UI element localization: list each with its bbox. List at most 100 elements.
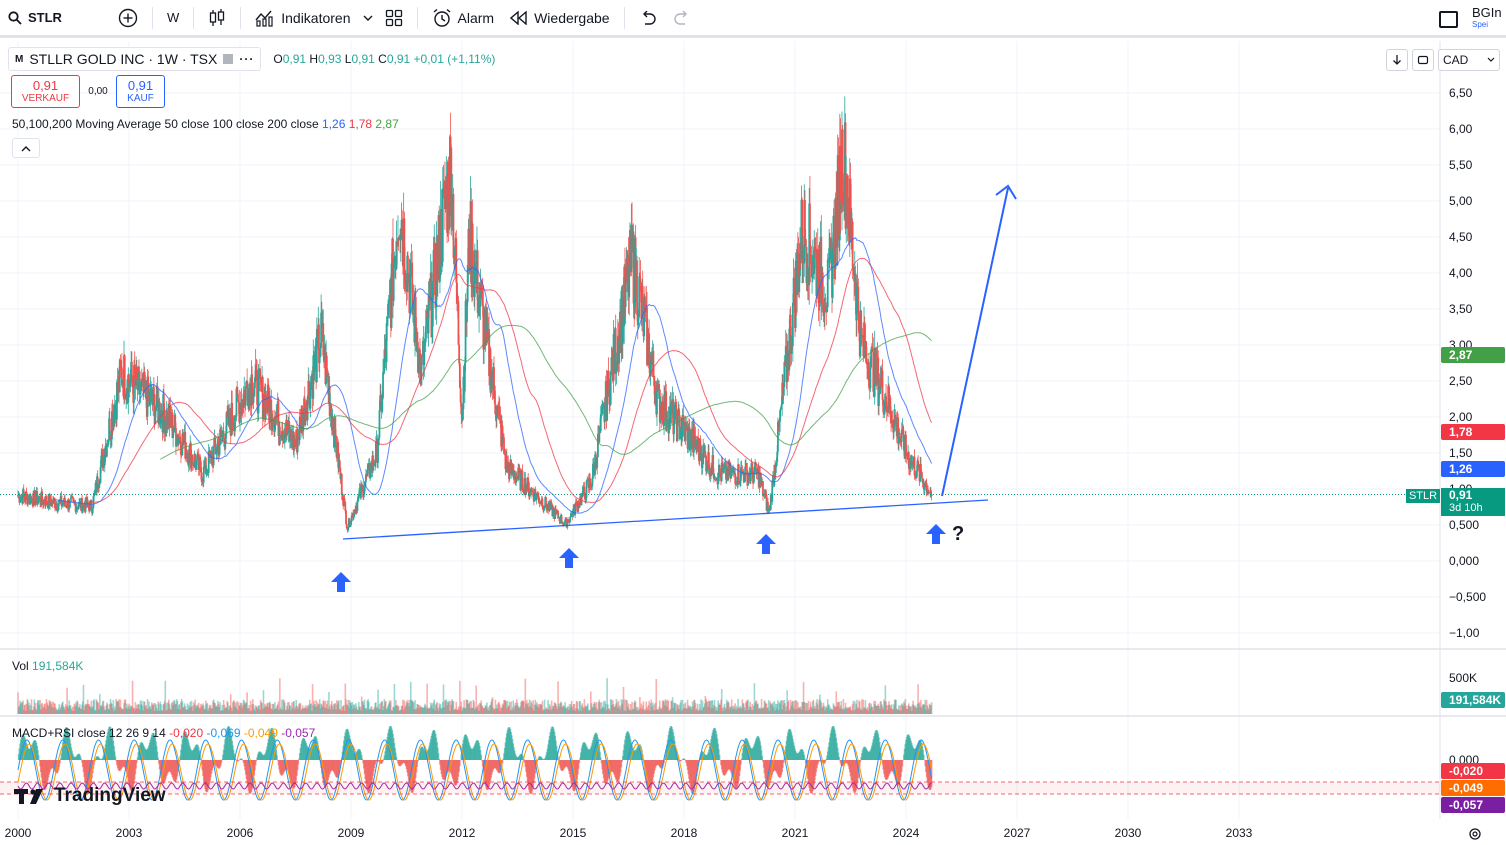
interval-button[interactable]: W (159, 0, 187, 37)
redo-button[interactable] (665, 0, 699, 37)
symbol-search-button[interactable]: STLR (0, 0, 70, 37)
volume-bar (500, 707, 502, 714)
volume-bar (829, 709, 831, 714)
candle-body (306, 396, 309, 421)
volume-bar (780, 700, 783, 714)
volume-bar (435, 703, 438, 714)
volume-bar (533, 710, 535, 714)
replay-button[interactable]: Wiedergabe (502, 0, 618, 37)
fullscreen-icon[interactable] (1439, 10, 1458, 28)
candle-body (444, 181, 446, 209)
macd-histogram-bar (37, 750, 39, 760)
candle-body (441, 188, 444, 262)
macd-histogram-bar (740, 760, 742, 765)
volume-bar (337, 701, 339, 714)
volume-bar (560, 703, 563, 714)
candle-body (350, 515, 353, 522)
volume-bar (229, 705, 231, 714)
volume-bar (72, 710, 75, 714)
candle-body (515, 476, 517, 483)
volume-bar (795, 700, 798, 714)
volume-bar (719, 705, 722, 714)
candle-body (37, 498, 40, 501)
chart-area[interactable]: ? M STLLR GOLD INC · 1W · TSX ··· O0,91 … (0, 41, 1506, 845)
candle-body (848, 178, 851, 243)
volume-bar (335, 709, 337, 714)
volume-bar (323, 707, 326, 714)
volume-bar (413, 709, 416, 714)
volume-bar (528, 707, 530, 714)
layout-button[interactable] (377, 0, 411, 37)
candle-body (545, 497, 547, 506)
volume-bar (412, 702, 415, 714)
volume-bar (694, 702, 697, 714)
candle-body (309, 382, 312, 409)
candle-body (778, 421, 781, 427)
candle-body (270, 399, 273, 430)
volume-bar (491, 697, 494, 714)
volume-bar (820, 702, 823, 714)
indicators-button[interactable]: Indikatoren (247, 0, 358, 37)
undo-button[interactable] (631, 0, 665, 37)
volume-bar (488, 705, 491, 714)
volume-bar (816, 699, 818, 714)
candle-body (293, 438, 296, 446)
volume-bar (755, 700, 758, 714)
volume-bar (801, 701, 803, 714)
volume-bar (468, 703, 470, 714)
volume-bar (877, 703, 880, 714)
indicator-templates-button[interactable] (359, 0, 377, 37)
volume-bar (824, 710, 826, 714)
volume-bar (862, 699, 865, 714)
volume-bar (348, 707, 350, 714)
volume-bar (598, 699, 601, 714)
candle-body (424, 342, 426, 344)
volume-bar (908, 703, 910, 714)
candle-body (762, 494, 765, 497)
volume-bar (456, 709, 459, 714)
volume-bar (214, 703, 216, 714)
volume-bar (62, 706, 65, 714)
volume-bar (732, 709, 734, 714)
candle-body (22, 489, 24, 504)
volume-bar (866, 706, 869, 714)
volume-bar (39, 699, 41, 714)
candle-body (809, 203, 811, 247)
volume-bar (336, 704, 339, 714)
candle-body (675, 402, 678, 424)
volume-bar (560, 701, 562, 714)
volume-bar (273, 709, 275, 714)
candle-body (480, 283, 483, 292)
volume-bar (444, 701, 447, 714)
macd-histogram-bar (663, 760, 665, 764)
candle-body (444, 197, 447, 209)
alert-button[interactable]: Alarm (424, 0, 503, 37)
chart-canvas[interactable]: ? (0, 41, 1506, 845)
candle-body (673, 404, 676, 420)
volume-bar (753, 683, 756, 714)
volume-bar (119, 699, 122, 714)
volume-bar (104, 709, 107, 714)
volume-bar (639, 697, 641, 714)
account-menu[interactable]: BGIn Spei (1472, 7, 1506, 31)
candle-body (159, 423, 162, 425)
volume-bar (746, 701, 749, 714)
candle-body (319, 347, 322, 356)
compare-symbol-button[interactable] (110, 0, 146, 37)
macd-histogram-bar (697, 760, 700, 766)
candle-body (710, 465, 713, 475)
macd-histogram-bar (276, 755, 278, 760)
volume-bar (99, 694, 101, 714)
volume-bar (737, 698, 739, 714)
volume-bar (338, 708, 341, 714)
volume-bar (631, 701, 633, 714)
volume-bar (592, 707, 594, 714)
volume-bar (738, 707, 741, 714)
candle-body (34, 499, 37, 506)
volume-bar (286, 702, 289, 714)
volume-bar (416, 703, 418, 714)
chart-type-button[interactable] (200, 0, 234, 37)
volume-bar (311, 710, 313, 714)
volume-bar (47, 704, 49, 714)
macd-histogram-bar (621, 760, 623, 762)
